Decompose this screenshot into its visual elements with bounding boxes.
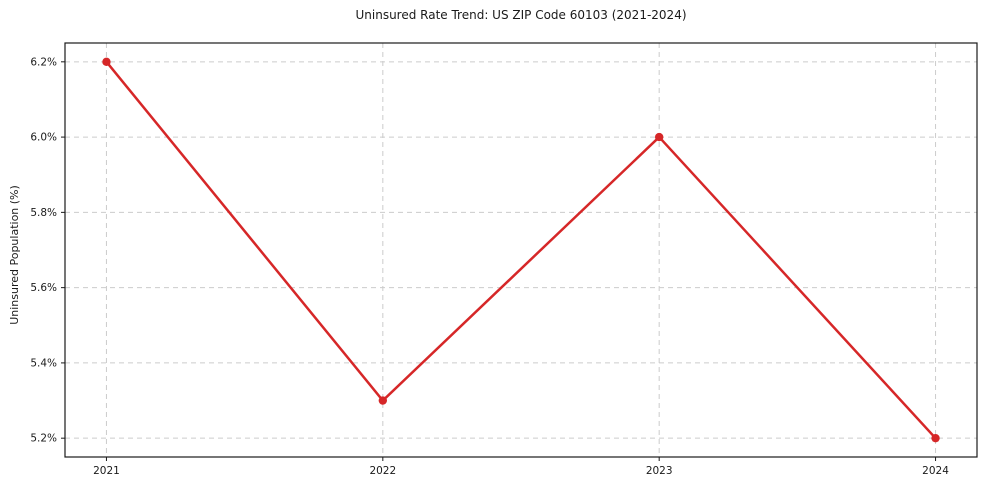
y-tick-label: 5.4% — [30, 357, 57, 369]
data-point-marker — [102, 57, 111, 67]
y-tick-label: 5.6% — [30, 282, 57, 294]
plot-frame — [64, 42, 978, 458]
y-tick-label: 5.2% — [30, 433, 57, 445]
data-point-marker — [654, 132, 664, 142]
x-tick-label: 2022 — [369, 465, 396, 477]
y-tick-label: 6.2% — [30, 56, 57, 68]
y-axis-label-text: Uninsured Population (%) — [8, 185, 21, 325]
y-tick-label: 6.0% — [30, 132, 57, 144]
trend-line — [105, 61, 937, 440]
y-tick-label: 5.8% — [30, 207, 57, 219]
data-point-marker — [378, 396, 388, 405]
x-tick-label: 2021 — [93, 465, 120, 477]
x-tick-label: 2024 — [922, 465, 949, 477]
x-tick-label: 2023 — [646, 465, 673, 477]
data-point-marker — [931, 433, 940, 443]
chart-title: Uninsured Rate Trend: US ZIP Code 60103 … — [355, 8, 687, 22]
